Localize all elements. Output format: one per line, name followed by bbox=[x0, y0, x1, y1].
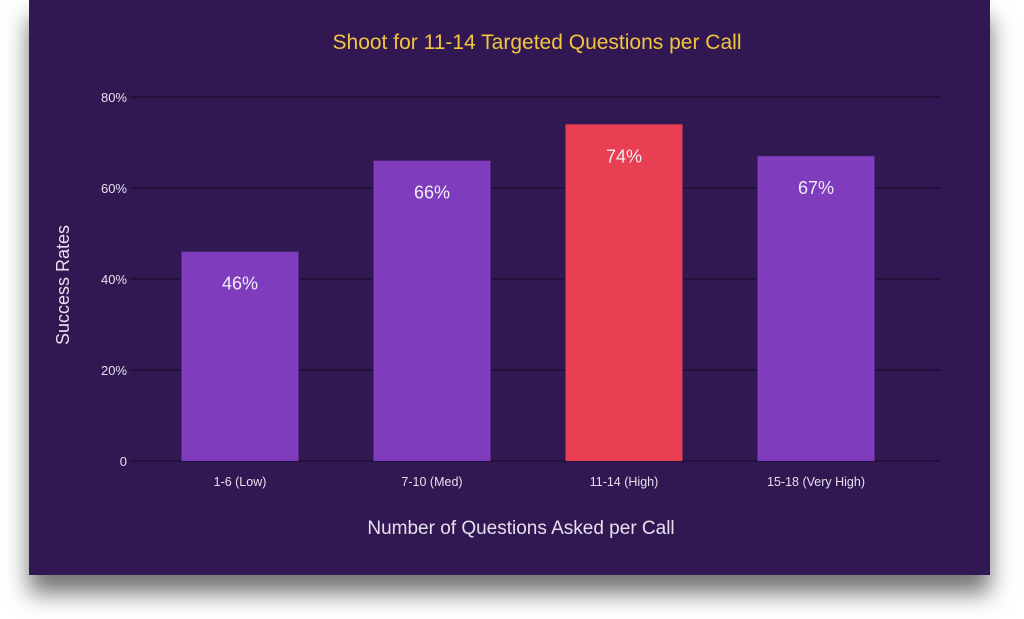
y-tick-label: 20% bbox=[101, 363, 127, 378]
chart-title: Shoot for 11-14 Targeted Questions per C… bbox=[333, 31, 742, 54]
data-label: 67% bbox=[798, 178, 834, 198]
x-tick-label: 11-14 (High) bbox=[590, 475, 659, 489]
y-tick-label: 40% bbox=[101, 272, 127, 287]
x-tick-label: 7-10 (Med) bbox=[401, 475, 462, 489]
bar bbox=[565, 124, 683, 462]
bar bbox=[757, 156, 875, 461]
data-label: 74% bbox=[606, 146, 642, 166]
x-tick-label: 15-18 (Very High) bbox=[767, 475, 865, 489]
y-tick-label: 0 bbox=[120, 454, 127, 469]
data-label: 46% bbox=[222, 274, 258, 294]
x-tick-label: 1-6 (Low) bbox=[214, 475, 267, 489]
y-axis-label: Success Rates bbox=[53, 225, 73, 345]
y-tick-label: 60% bbox=[101, 181, 127, 196]
bar bbox=[181, 251, 299, 461]
y-tick-label: 80% bbox=[101, 90, 127, 105]
data-label: 66% bbox=[414, 183, 450, 203]
x-axis-label: Number of Questions Asked per Call bbox=[367, 518, 674, 539]
bar bbox=[373, 160, 491, 461]
